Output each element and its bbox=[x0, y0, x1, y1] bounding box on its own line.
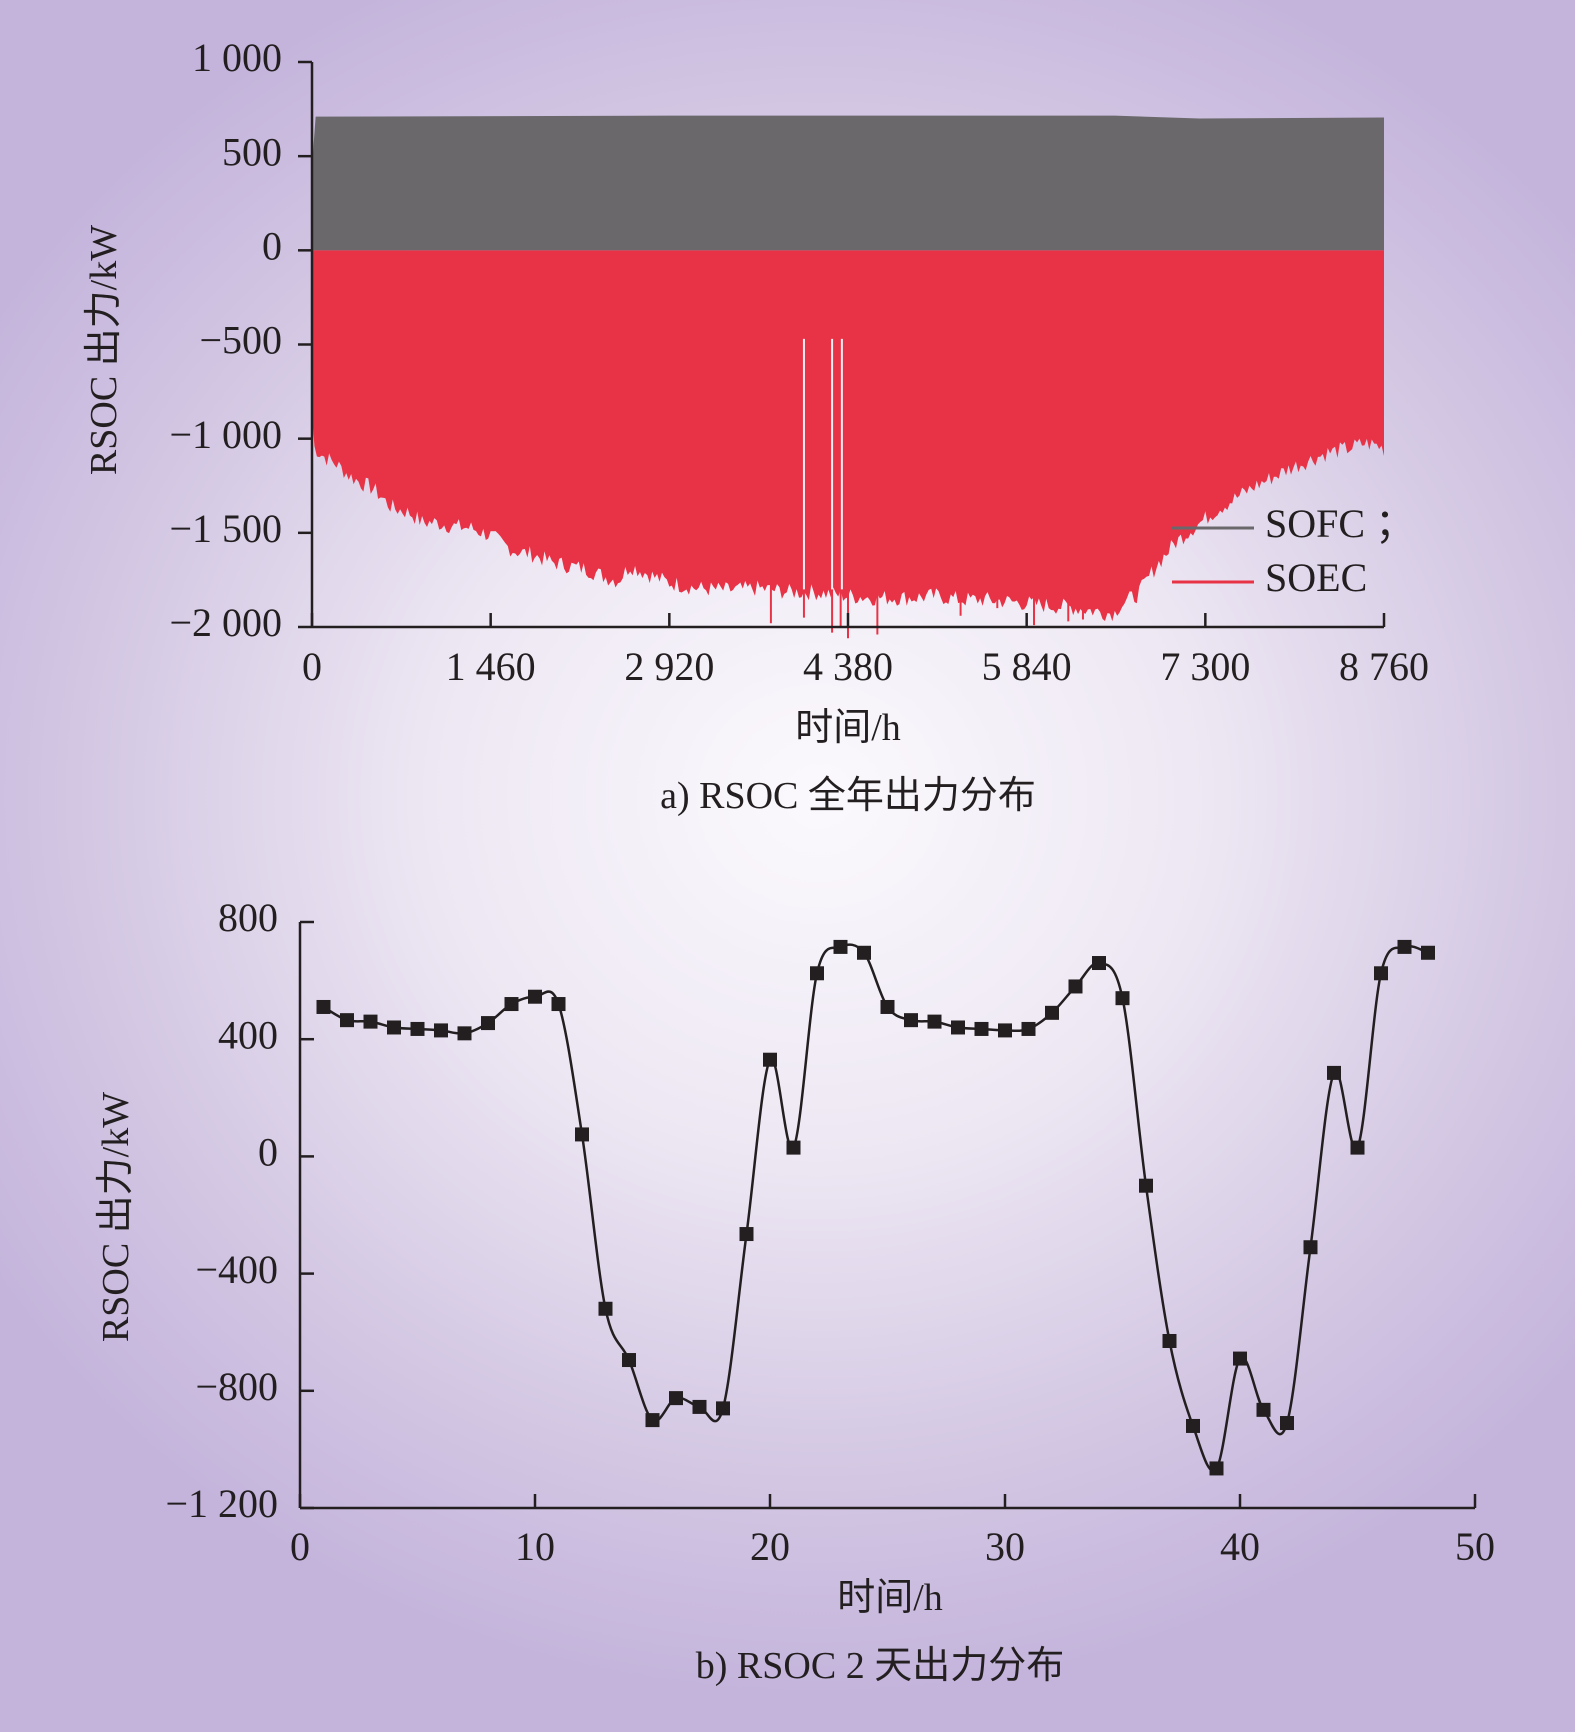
data-point-marker bbox=[904, 1013, 918, 1028]
data-point-marker bbox=[481, 1016, 495, 1031]
data-point-marker bbox=[1139, 1178, 1153, 1193]
data-point-marker bbox=[669, 1391, 683, 1406]
data-point-marker bbox=[951, 1020, 965, 1035]
data-point-marker bbox=[1280, 1416, 1294, 1431]
chart-a-legend: SOFC ； SOEC bbox=[1172, 501, 1415, 600]
data-point-marker bbox=[528, 989, 542, 1004]
x-tick-label: 40 bbox=[1220, 1524, 1260, 1569]
soec-series-area bbox=[312, 250, 1384, 622]
data-point-marker bbox=[434, 1023, 448, 1038]
x-tick-label: 20 bbox=[750, 1524, 790, 1569]
data-point-marker bbox=[786, 1140, 801, 1155]
legend-sofc-label: SOFC ； bbox=[1265, 501, 1415, 546]
data-point-marker bbox=[857, 945, 871, 960]
data-point-marker bbox=[1327, 1065, 1341, 1080]
data-point-marker bbox=[410, 1021, 425, 1036]
data-point-marker bbox=[692, 1399, 707, 1414]
data-point-marker bbox=[998, 1023, 1012, 1038]
chart-a-caption: a) RSOC 全年出力分布 bbox=[660, 775, 1036, 817]
data-point-marker bbox=[1186, 1418, 1200, 1433]
chart-b-axes bbox=[298, 922, 1475, 1510]
chart-b-y-axis-label: RSOC 出力/kW bbox=[95, 1092, 137, 1342]
y-tick-label: −500 bbox=[199, 318, 282, 363]
chart-b-x-ticks: 0 10 20 30 40 50 bbox=[290, 1494, 1495, 1569]
data-point-marker bbox=[810, 966, 824, 981]
chart-a-x-axis-label: 时间/h bbox=[795, 707, 901, 749]
data-point-marker bbox=[716, 1401, 730, 1416]
data-point-marker bbox=[1209, 1461, 1224, 1476]
x-tick-label: 5 840 bbox=[982, 644, 1072, 689]
data-point-marker bbox=[927, 1014, 942, 1029]
data-point-marker bbox=[575, 1127, 589, 1142]
x-tick-label: 8 760 bbox=[1339, 644, 1429, 689]
y-tick-label: −2 000 bbox=[169, 600, 282, 645]
data-point-marker bbox=[622, 1353, 636, 1368]
data-point-marker bbox=[880, 999, 895, 1014]
data-point-marker bbox=[1115, 991, 1130, 1006]
data-point-marker bbox=[1162, 1333, 1177, 1348]
y-tick-label: 500 bbox=[222, 129, 282, 174]
legend-soec-label: SOEC bbox=[1265, 555, 1367, 600]
data-point-marker bbox=[1350, 1140, 1365, 1155]
data-point-marker bbox=[1303, 1240, 1318, 1255]
chart-two-day-output: 800 400 0 −400 −800 −1 200 0 10 20 30 40 50 RSOC 出… bbox=[95, 895, 1495, 1687]
data-point-marker bbox=[763, 1052, 777, 1067]
data-point-marker bbox=[1421, 945, 1435, 960]
x-tick-label: 30 bbox=[985, 1524, 1025, 1569]
y-tick-label: −1 500 bbox=[169, 506, 282, 551]
x-tick-label: 4 380 bbox=[803, 644, 893, 689]
data-point-marker bbox=[551, 997, 566, 1012]
y-tick-label: 0 bbox=[258, 1130, 278, 1175]
x-tick-label: 1 460 bbox=[446, 644, 536, 689]
chart-b-y-ticks: 800 400 0 −400 −800 −1 200 bbox=[165, 895, 314, 1526]
data-point-marker bbox=[598, 1301, 613, 1316]
data-point-marker bbox=[1045, 1005, 1059, 1020]
data-point-marker bbox=[387, 1020, 401, 1035]
data-point-marker bbox=[1092, 956, 1106, 971]
chart-annual-output: 1 000 500 0 −500 −1 000 −1 500 −2 000 0 1 460 2 … bbox=[83, 35, 1429, 817]
data-point-marker bbox=[504, 997, 519, 1012]
data-point-marker bbox=[645, 1413, 660, 1428]
x-tick-label: 7 300 bbox=[1160, 644, 1250, 689]
y-tick-label: 1 000 bbox=[192, 35, 282, 80]
y-tick-label: 800 bbox=[218, 895, 278, 940]
chart-b-caption: b) RSOC 2 天出力分布 bbox=[696, 1645, 1064, 1687]
data-point-marker bbox=[1068, 979, 1083, 994]
rsoc-output-markers bbox=[316, 939, 1435, 1476]
chart-b-x-axis-label: 时间/h bbox=[837, 1577, 943, 1619]
x-tick-label: 0 bbox=[290, 1524, 310, 1569]
data-point-marker bbox=[1374, 966, 1388, 981]
x-tick-label: 10 bbox=[515, 1524, 555, 1569]
data-point-marker bbox=[316, 999, 331, 1014]
data-point-marker bbox=[1256, 1402, 1271, 1417]
data-point-marker bbox=[457, 1026, 472, 1041]
y-tick-label: −800 bbox=[195, 1364, 278, 1409]
y-tick-label: −1 200 bbox=[165, 1481, 278, 1526]
data-point-marker bbox=[1233, 1351, 1247, 1366]
soec-spike-lines bbox=[769, 338, 1084, 639]
data-point-marker bbox=[1021, 1021, 1036, 1036]
x-tick-label: 0 bbox=[302, 644, 322, 689]
y-tick-label: −400 bbox=[195, 1247, 278, 1292]
data-point-marker bbox=[1397, 939, 1412, 954]
data-point-marker bbox=[833, 939, 848, 954]
chart-a-x-ticks: 0 1 460 2 920 4 380 5 840 7 300 8 760 bbox=[302, 613, 1429, 689]
x-tick-label: 2 920 bbox=[624, 644, 714, 689]
y-tick-label: −1 000 bbox=[169, 412, 282, 457]
y-tick-label: 0 bbox=[262, 224, 282, 269]
x-tick-label: 50 bbox=[1455, 1524, 1495, 1569]
chart-a-y-axis-label: RSOC 出力/kW bbox=[83, 225, 125, 475]
data-point-marker bbox=[974, 1021, 989, 1036]
data-point-marker bbox=[340, 1013, 354, 1028]
y-tick-label: 400 bbox=[218, 1012, 278, 1057]
data-point-marker bbox=[739, 1227, 754, 1242]
chart-a-y-ticks: 1 000 500 0 −500 −1 000 −1 500 −2 000 bbox=[169, 35, 312, 645]
sofc-series-area bbox=[312, 115, 1384, 251]
data-point-marker bbox=[363, 1014, 378, 1029]
